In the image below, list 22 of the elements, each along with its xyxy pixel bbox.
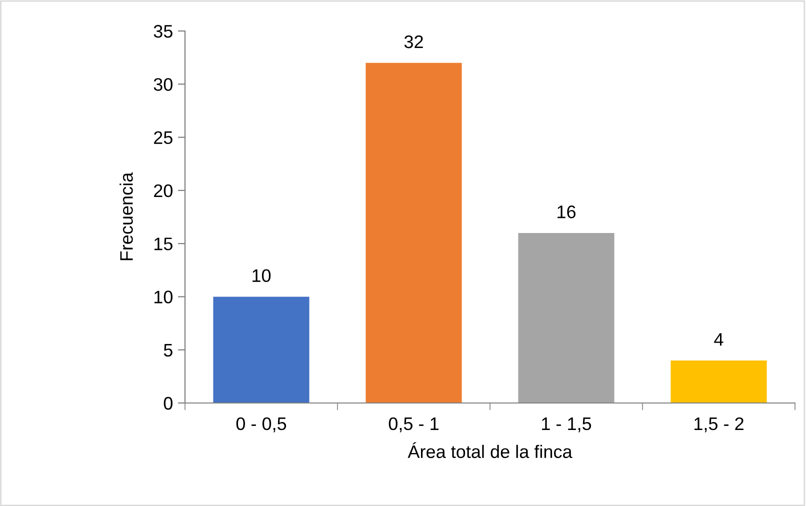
y-tick-label: 30 (154, 78, 172, 91)
x-tick-label: 1,5 - 2 (694, 417, 744, 432)
data-label: 10 (252, 269, 271, 282)
x-tick-label: 1 - 1,5 (542, 418, 592, 432)
y-tick-label: 0 (164, 396, 172, 410)
data-label: 16 (558, 205, 576, 218)
x-tick-label: 0,5 - 1 (388, 417, 438, 432)
x-tick-label: 0 - 0,5 (236, 417, 286, 432)
y-tick-label: 25 (154, 131, 172, 144)
y-tick-label: 15 (154, 238, 172, 250)
y-tick-label: 20 (154, 184, 172, 198)
y-tick-label: 35 (154, 24, 172, 38)
data-label: 32 (404, 35, 423, 48)
x-axis-title: Área total de la finca (408, 442, 572, 458)
bar (213, 296, 310, 403)
y-tick-label: 5 (164, 344, 172, 357)
y-tick-label: 10 (154, 290, 172, 304)
y-axis-title: Frecuencia (120, 172, 133, 260)
data-label: 4 (714, 333, 724, 346)
bar (518, 232, 614, 403)
bar (670, 360, 767, 403)
bar (366, 62, 462, 403)
